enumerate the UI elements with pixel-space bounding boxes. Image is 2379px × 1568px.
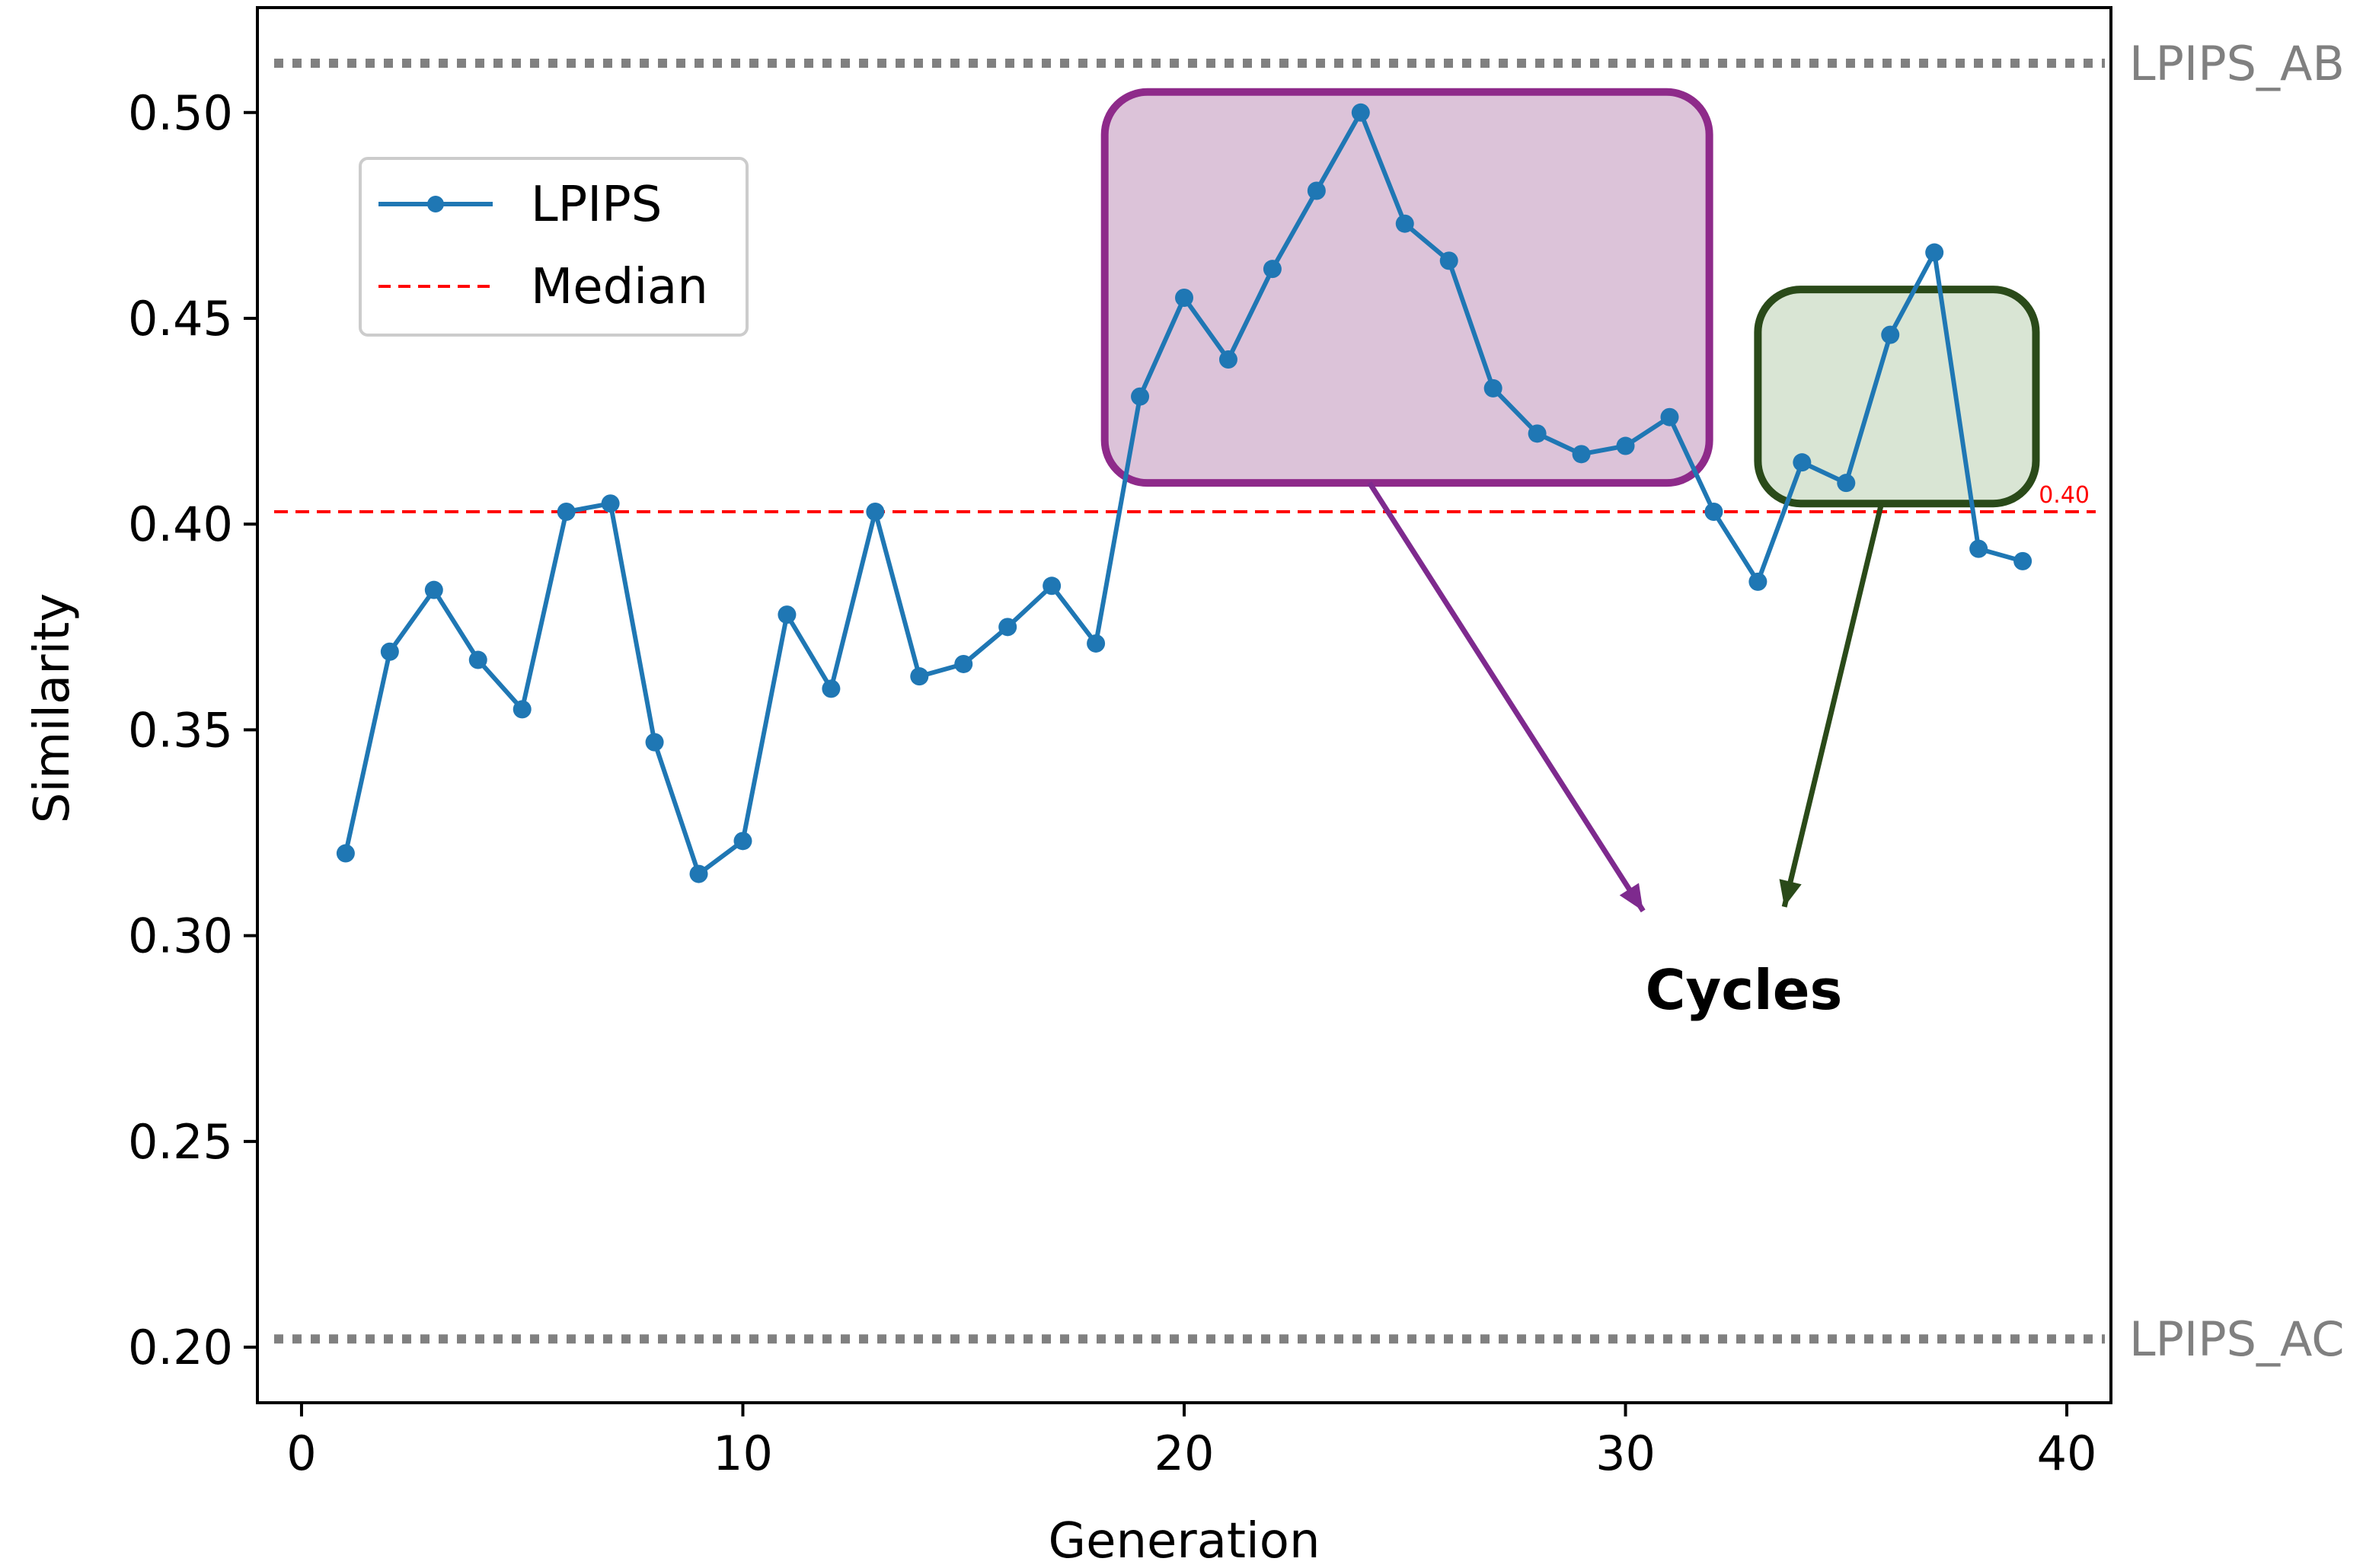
data-point <box>1837 474 1856 493</box>
x-tick-label: 10 <box>713 1426 773 1481</box>
highlight-region-2 <box>1754 286 2040 508</box>
data-point <box>1616 436 1635 455</box>
data-point <box>1439 251 1458 270</box>
data-point <box>1131 387 1150 406</box>
y-tick-label: 0.40 <box>128 497 233 552</box>
highlight-regions <box>1100 88 2040 508</box>
legend-median-label: Median <box>531 259 708 315</box>
y-tick-label: 0.35 <box>128 702 233 758</box>
data-point <box>1704 503 1723 522</box>
reference-label-lpips_ab: LPIPS_AB <box>2129 36 2345 91</box>
y-axis-ticks: 0.20 0.25 0.30 0.35 0.40 0.45 0.50 <box>128 85 257 1375</box>
x-axis-ticks: 0 10 20 30 40 <box>286 1403 2097 1481</box>
data-point <box>513 700 532 719</box>
y-tick-label: 0.25 <box>128 1114 233 1170</box>
legend: LPIPS Median <box>359 157 749 337</box>
data-point <box>1660 407 1679 426</box>
y-axis-label: Similarity <box>24 593 81 824</box>
data-point <box>557 503 576 522</box>
data-point <box>1043 576 1062 596</box>
y-tick-label: 0.20 <box>128 1320 233 1375</box>
data-point <box>778 605 797 624</box>
data-point <box>1748 572 1767 591</box>
reference-label-lpips_ac: LPIPS_AC <box>2129 1311 2345 1367</box>
cycles-arrow-1 <box>1367 481 1646 913</box>
data-point <box>424 580 443 599</box>
legend-lpips-marker <box>427 196 444 212</box>
x-tick-label: 30 <box>1595 1426 1656 1481</box>
legend-lpips-label: LPIPS <box>531 177 662 233</box>
data-point <box>1087 634 1106 653</box>
data-point <box>689 864 708 883</box>
x-axis-label: Generation <box>1048 1513 1320 1568</box>
data-point <box>733 832 752 851</box>
cycles-annotation <box>1367 481 1885 913</box>
reference-lines: LPIPS_AB LPIPS_AC <box>274 36 2345 1367</box>
series-group <box>336 103 2033 883</box>
cycles-arrowhead-2 <box>1779 879 1802 907</box>
data-point <box>1572 445 1591 464</box>
cycles-label: Cycles <box>1646 958 1843 1022</box>
y-tick-label: 0.45 <box>128 291 233 346</box>
data-point <box>1528 424 1547 443</box>
y-tick-label: 0.50 <box>128 85 233 141</box>
y-tick-label: 0.30 <box>128 909 233 964</box>
x-tick-label: 0 <box>286 1426 316 1481</box>
data-point <box>1925 243 1944 262</box>
cycles-arrowhead-1 <box>1619 883 1643 912</box>
data-point <box>1218 350 1237 369</box>
data-point <box>866 503 885 522</box>
data-point <box>910 667 929 686</box>
highlight-region-1 <box>1100 88 1713 487</box>
data-point <box>2013 551 2033 570</box>
data-point <box>1793 453 1812 472</box>
data-point <box>468 650 487 669</box>
data-point <box>1175 288 1193 307</box>
data-point <box>1483 378 1502 398</box>
data-point <box>645 733 664 752</box>
data-point <box>1351 103 1370 122</box>
data-point <box>380 642 399 661</box>
data-point <box>1881 325 1900 344</box>
median-value-label: 0.40 <box>2039 482 2090 509</box>
data-point <box>1395 214 1414 233</box>
cycles-arrow-2 <box>1781 503 1885 908</box>
data-point <box>336 844 355 863</box>
data-point <box>1263 260 1282 279</box>
data-point <box>1969 539 1988 558</box>
data-point <box>822 679 841 698</box>
x-tick-label: 20 <box>1154 1426 1215 1481</box>
data-point <box>998 618 1017 637</box>
data-point <box>954 654 973 673</box>
data-point <box>601 494 620 513</box>
data-point <box>1307 181 1326 200</box>
x-tick-label: 40 <box>2037 1426 2097 1481</box>
